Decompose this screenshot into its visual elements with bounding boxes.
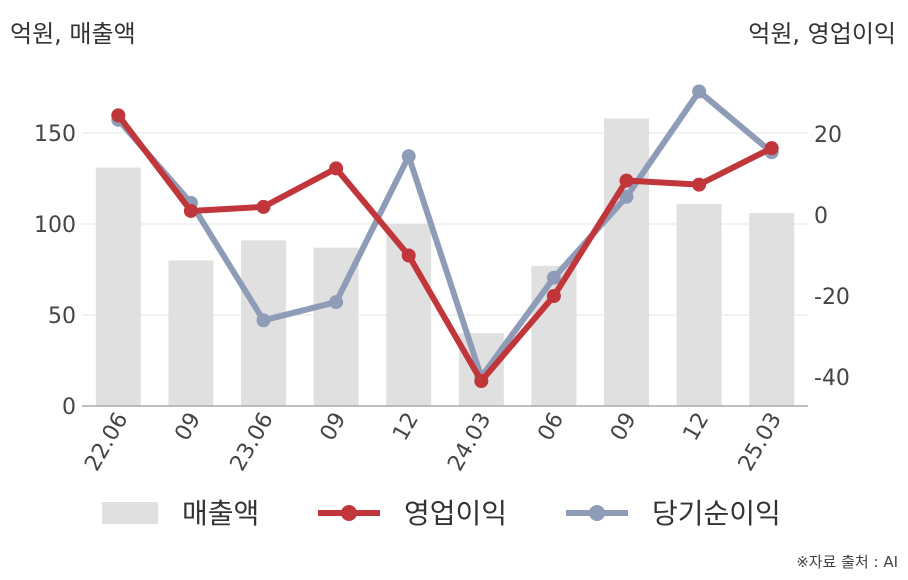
legend-label: 영업이익 [404,497,507,530]
x-tick-label: 06 [533,409,569,446]
legend-swatch-marker [589,505,605,521]
left-tick-label: 0 [62,395,76,420]
bar [168,260,214,406]
bar [604,118,649,406]
source-note: ※자료 출처 : AI [796,553,898,571]
right-tick-label: 0 [814,204,828,229]
x-tick-label: 22.06 [80,409,133,476]
data-point [183,203,198,218]
data-point [764,141,779,156]
right-tick-label: -40 [814,366,850,391]
legend-label: 매출액 [182,497,259,530]
data-point [401,149,416,164]
left-tick-label: 50 [48,304,76,329]
data-point [692,84,707,99]
x-tick-label: 12 [388,409,424,446]
data-point [619,173,634,188]
axis-layer: 0 50 100 150 -40 -20 0 20 22.06 09 23.06 09 12 24.03 0… [34,122,850,476]
left-tick-label: 100 [34,213,76,238]
left-axis-unit-label: 억원, 매출액 [10,20,136,48]
data-point [546,270,561,285]
right-tick-label: -20 [814,285,850,310]
data-point [329,161,344,176]
legend-swatch-marker [341,505,357,521]
line-layer [111,84,779,389]
data-point [256,199,271,214]
bar [531,265,577,406]
legend-label: 당기순이익 [652,497,781,530]
x-tick-label: 25.03 [734,409,787,476]
left-tick-label: 150 [34,122,76,147]
x-tick-label: 12 [679,409,715,446]
right-tick-label: 20 [814,123,842,148]
legend-layer: 매출액 영업이익 당기순이익 [102,497,781,530]
data-point [256,313,271,328]
data-point [474,374,489,389]
bar [749,213,795,406]
data-point [619,189,634,204]
x-tick-label: 23.06 [226,409,279,476]
x-tick-label: 24.03 [443,409,496,476]
data-point [111,108,126,123]
data-point [401,248,416,263]
series-line [115,112,775,385]
series-line [115,88,775,380]
bar [676,203,722,406]
x-tick-label: 09 [170,409,206,446]
bar [95,167,141,406]
x-tick-label: 09 [316,409,352,446]
data-point [692,177,707,192]
x-tick-label: 09 [606,409,642,446]
right-axis-unit-label: 억원, 영업이익 [748,20,896,48]
bar-layer [95,118,795,406]
data-point [546,289,561,303]
legend-swatch-bar [102,502,158,524]
data-point [329,295,344,310]
